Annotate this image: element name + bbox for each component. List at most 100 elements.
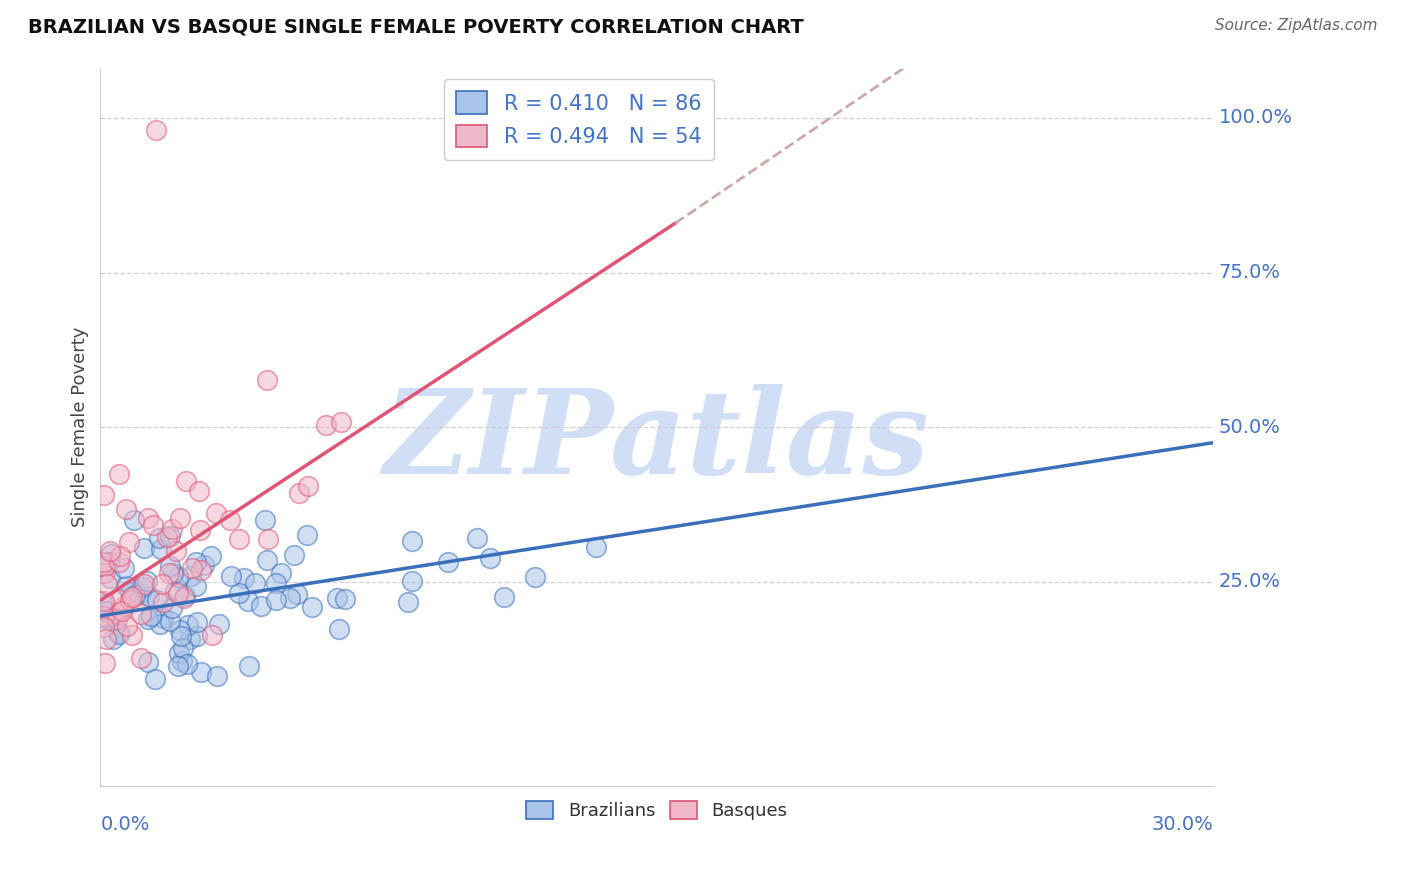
Point: [166, 586, 188, 600]
Point: [264, 593, 287, 607]
Point: [176, 657, 198, 672]
Point: [149, 616, 172, 631]
Point: [256, 373, 278, 387]
Point: [205, 506, 228, 520]
Point: [186, 579, 208, 593]
Point: [283, 549, 305, 563]
Point: [465, 531, 488, 545]
Point: [93, 597, 115, 611]
Text: 75.0%: 75.0%: [1219, 263, 1281, 282]
Point: [136, 612, 159, 626]
Point: [315, 418, 337, 433]
Point: [254, 513, 277, 527]
Point: [107, 626, 129, 640]
Point: [142, 518, 165, 533]
Text: 0.0%: 0.0%: [100, 814, 149, 834]
Point: [94, 657, 117, 671]
Point: [325, 591, 347, 605]
Point: [150, 577, 173, 591]
Point: [173, 591, 195, 605]
Point: [328, 622, 350, 636]
Point: [169, 623, 191, 637]
Point: [157, 566, 180, 581]
Point: [219, 513, 242, 527]
Point: [162, 566, 184, 581]
Point: [160, 600, 183, 615]
Point: [159, 529, 181, 543]
Point: [186, 615, 208, 629]
Point: [129, 651, 152, 665]
Point: [152, 595, 174, 609]
Point: [208, 617, 231, 632]
Point: [93, 611, 115, 625]
Point: [105, 612, 128, 626]
Point: [301, 599, 323, 614]
Point: [149, 542, 172, 557]
Point: [108, 605, 131, 619]
Point: [228, 532, 250, 546]
Point: [100, 547, 122, 561]
Point: [134, 541, 156, 555]
Point: [98, 544, 121, 558]
Point: [401, 574, 423, 589]
Point: [108, 624, 131, 639]
Point: [93, 566, 115, 580]
Point: [186, 555, 208, 569]
Point: [141, 608, 163, 623]
Point: [249, 599, 271, 613]
Point: [167, 569, 190, 583]
Point: [121, 628, 143, 642]
Point: [94, 632, 117, 647]
Y-axis label: Single Female Poverty: Single Female Poverty: [72, 327, 89, 527]
Point: [174, 475, 197, 489]
Point: [135, 574, 157, 588]
Point: [129, 586, 152, 600]
Point: [494, 590, 516, 604]
Point: [585, 540, 607, 554]
Text: 30.0%: 30.0%: [1152, 814, 1213, 834]
Point: [232, 571, 254, 585]
Point: [165, 544, 187, 558]
Point: [120, 584, 142, 599]
Point: [165, 583, 187, 598]
Point: [108, 593, 131, 607]
Point: [124, 513, 146, 527]
Point: [118, 592, 141, 607]
Point: [437, 556, 460, 570]
Point: [190, 665, 212, 679]
Point: [112, 599, 135, 613]
Point: [295, 528, 318, 542]
Point: [136, 655, 159, 669]
Point: [329, 415, 352, 429]
Point: [115, 501, 138, 516]
Point: [131, 580, 153, 594]
Point: [186, 629, 208, 643]
Point: [280, 591, 302, 605]
Point: [96, 577, 118, 591]
Point: [136, 511, 159, 525]
Point: [243, 576, 266, 591]
Point: [143, 673, 166, 687]
Point: [129, 607, 152, 621]
Point: [173, 590, 195, 604]
Point: [115, 619, 138, 633]
Point: [285, 587, 308, 601]
Point: [115, 579, 138, 593]
Point: [172, 654, 194, 668]
Point: [193, 558, 215, 572]
Point: [170, 629, 193, 643]
Point: [98, 571, 121, 585]
Point: [238, 659, 260, 673]
Point: [297, 479, 319, 493]
Point: [172, 641, 194, 656]
Point: [145, 123, 167, 137]
Point: [188, 523, 211, 537]
Text: 25.0%: 25.0%: [1219, 573, 1281, 591]
Point: [111, 604, 134, 618]
Point: [121, 582, 143, 596]
Point: [190, 563, 212, 577]
Point: [256, 553, 278, 567]
Point: [396, 595, 419, 609]
Point: [124, 589, 146, 603]
Point: [167, 646, 190, 660]
